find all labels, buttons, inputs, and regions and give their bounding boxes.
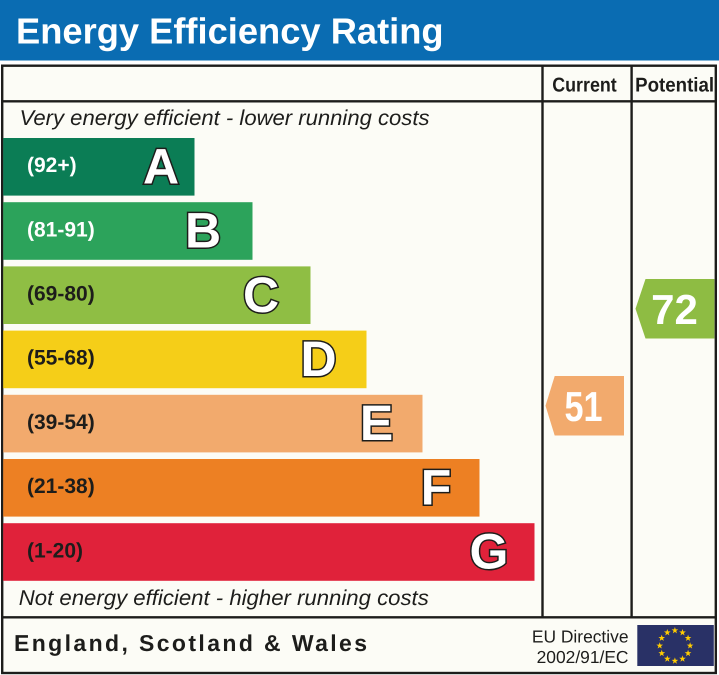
svg-text:Energy Efficiency Rating: Energy Efficiency Rating bbox=[16, 11, 444, 52]
svg-text:(1-20): (1-20) bbox=[27, 539, 83, 562]
svg-text:G: G bbox=[470, 524, 509, 580]
svg-text:England, Scotland & Wales: England, Scotland & Wales bbox=[14, 630, 367, 656]
svg-text:72: 72 bbox=[651, 286, 698, 333]
svg-text:Not energy efficient - higher: Not energy efficient - higher running co… bbox=[19, 586, 429, 610]
svg-text:Potential: Potential bbox=[635, 74, 714, 96]
svg-text:B: B bbox=[185, 203, 221, 259]
svg-text:51: 51 bbox=[565, 383, 603, 430]
svg-text:2002/91/EC: 2002/91/EC bbox=[537, 647, 629, 667]
svg-text:Current: Current bbox=[552, 74, 617, 96]
svg-text:(39-54): (39-54) bbox=[27, 411, 95, 434]
svg-text:A: A bbox=[143, 138, 179, 194]
svg-text:E: E bbox=[360, 395, 393, 451]
svg-text:(55-68): (55-68) bbox=[27, 347, 95, 370]
svg-text:D: D bbox=[301, 331, 337, 387]
svg-text:C: C bbox=[243, 267, 279, 323]
svg-text:(69-80): (69-80) bbox=[27, 283, 95, 306]
svg-text:EU Directive: EU Directive bbox=[532, 627, 629, 647]
svg-text:Very energy efficient - lower: Very energy efficient - lower running co… bbox=[20, 106, 430, 130]
svg-text:F: F bbox=[421, 459, 452, 515]
svg-text:(92+): (92+) bbox=[27, 154, 77, 177]
svg-text:(81-91): (81-91) bbox=[27, 218, 95, 241]
svg-text:(21-38): (21-38) bbox=[27, 475, 95, 498]
